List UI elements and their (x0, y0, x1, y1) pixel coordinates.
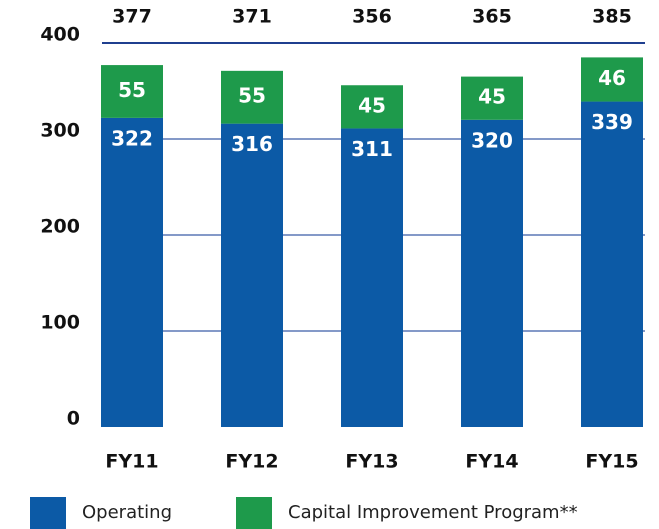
x-tick-label: FY11 (105, 451, 158, 473)
y-tick-label: 100 (40, 312, 80, 334)
total-label: 377 (112, 6, 152, 28)
y-tick-label: 200 (40, 216, 80, 238)
legend-label: Operating (82, 502, 172, 523)
bar-segment (221, 123, 283, 427)
data-label: 316 (231, 132, 273, 156)
total-label: 365 (472, 6, 512, 28)
bar-segment (221, 70, 283, 124)
data-label: 339 (591, 110, 633, 134)
total-label: 385 (592, 6, 632, 28)
data-label: 46 (598, 66, 626, 90)
y-tick-label: 300 (40, 120, 80, 142)
y-tick-label: 0 (67, 408, 80, 430)
legend-swatch (30, 497, 66, 529)
data-label: 45 (478, 85, 506, 109)
legend-label: Capital Improvement Program** (288, 502, 578, 523)
data-label: 55 (118, 78, 146, 102)
bar-segment (581, 101, 643, 427)
x-tick-label: FY12 (225, 451, 278, 473)
bar-segment (101, 117, 163, 427)
x-tick-label: FY14 (465, 451, 518, 473)
bar-segment (461, 76, 523, 120)
data-label: 55 (238, 84, 266, 108)
x-tick-label: FY15 (585, 451, 638, 473)
legend-swatch (236, 497, 272, 529)
bar-segment (461, 119, 523, 428)
data-label: 322 (111, 126, 153, 150)
bar-segment (581, 57, 643, 102)
bar-segment (341, 128, 403, 427)
x-tick-label: FY13 (345, 451, 398, 473)
bar-segment (341, 85, 403, 129)
total-label: 371 (232, 6, 272, 28)
data-label: 320 (471, 128, 513, 152)
data-label: 311 (351, 137, 393, 161)
data-label: 45 (358, 93, 386, 117)
bar-segment (101, 65, 163, 118)
total-label: 356 (352, 6, 392, 28)
y-tick-label: 400 (40, 24, 80, 46)
